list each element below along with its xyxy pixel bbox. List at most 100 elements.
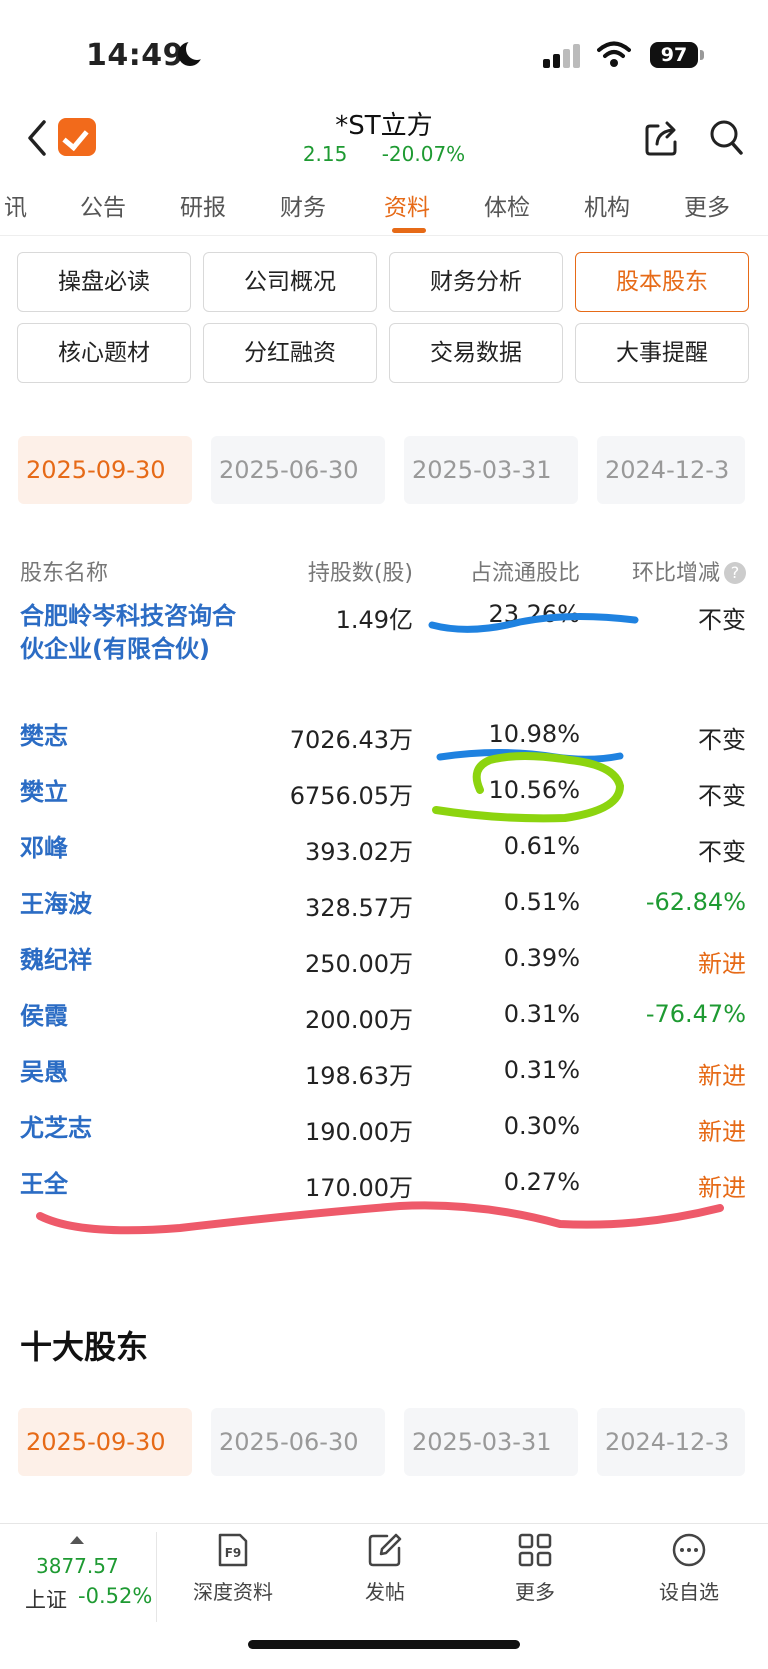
button-dividends-financing[interactable]: 分红融资 [203, 323, 377, 383]
moon-icon [178, 38, 208, 66]
ratio-value: 0.31% [503, 1000, 580, 1028]
tab-more[interactable]: 更多 [684, 195, 730, 221]
search-icon[interactable] [708, 118, 744, 156]
button-company-overview[interactable]: 公司概况 [203, 252, 377, 312]
shares-value: 393.02万 [305, 838, 413, 866]
shareholder-name[interactable]: 王全 [20, 1170, 68, 1198]
nav-post[interactable]: 发帖 [330, 1532, 440, 1605]
cellular-signal-icon [543, 44, 583, 68]
nav-label: 深度资料 [193, 1580, 273, 1604]
table-row[interactable]: 尤芝志 190.00万 0.30% 新进 [0, 1112, 768, 1168]
change-value: 新进 [698, 950, 746, 978]
table-row[interactable]: 王全 170.00万 0.27% 新进 [0, 1168, 768, 1224]
stock-change: -20.07% [381, 142, 466, 166]
battery-indicator: 97 [650, 42, 704, 68]
date-chip[interactable]: 2025-06-30 [211, 1408, 385, 1476]
shareholder-name[interactable]: 吴愚 [20, 1058, 68, 1086]
shares-value: 170.00万 [305, 1174, 413, 1202]
change-value: 新进 [698, 1118, 746, 1146]
help-icon[interactable]: ? [724, 562, 746, 584]
header-change-wrap: 环比增减? [632, 555, 746, 587]
shareholder-name[interactable]: 樊志 [20, 722, 68, 750]
header-ratio: 占流通股比 [469, 561, 580, 586]
button-major-events[interactable]: 大事提醒 [575, 323, 749, 383]
stock-price: 2.15 [302, 142, 348, 166]
ratio-value: 0.61% [503, 832, 580, 860]
shareholder-name[interactable]: 王海波 [20, 890, 92, 918]
share-icon[interactable] [644, 118, 680, 156]
change-value: -62.84% [645, 888, 746, 916]
header-shares: 持股数(股) [307, 561, 413, 586]
tab-active-underline [392, 228, 426, 233]
nav-label: 更多 [515, 1580, 555, 1604]
ratio-value: 0.31% [503, 1056, 580, 1084]
button-shareholders[interactable]: 股本股东 [575, 252, 749, 312]
header-change: 环比增减 [631, 561, 720, 586]
home-indicator[interactable] [248, 1640, 520, 1649]
ratio-value: 0.30% [503, 1112, 580, 1140]
shares-value: 7026.43万 [289, 726, 413, 754]
date-chip[interactable]: 2025-03-31 [404, 1408, 578, 1476]
section-title: 十大股东 [20, 1328, 149, 1366]
f9-icon: F9 [218, 1533, 248, 1567]
button-core-themes[interactable]: 核心题材 [17, 323, 191, 383]
tab-finance[interactable]: 财务 [280, 195, 326, 221]
shares-value: 328.57万 [305, 894, 413, 922]
table-row[interactable]: 魏纪祥 250.00万 0.39% 新进 [0, 944, 768, 1000]
button-trading-data[interactable]: 交易数据 [389, 323, 563, 383]
shareholder-name[interactable]: 侯霞 [20, 1002, 68, 1030]
button-financial-analysis[interactable]: 财务分析 [389, 252, 563, 312]
date-chip[interactable]: 2025-03-31 [404, 436, 578, 504]
nav-more[interactable]: 更多 [480, 1532, 590, 1605]
index-name[interactable]: 上证 [25, 1588, 67, 1612]
date-chip[interactable]: 2025-06-30 [211, 436, 385, 504]
caret-up-icon [70, 1536, 84, 1544]
date-chip[interactable]: 2025-09-30 [18, 436, 192, 504]
index-change[interactable]: -0.52% [78, 1584, 153, 1608]
nav-deep-data[interactable]: F9 深度资料 [178, 1532, 288, 1605]
ratio-value: 23.26% [488, 600, 580, 628]
table-row[interactable]: 王海波 328.57万 0.51% -62.84% [0, 888, 768, 944]
tab-checkup[interactable]: 体检 [484, 195, 530, 221]
table-row[interactable]: 侯霞 200.00万 0.31% -76.47% [0, 1000, 768, 1056]
table-row[interactable]: 樊立 6756.05万 10.56% 不变 [0, 776, 768, 832]
change-value: 不变 [698, 726, 746, 754]
edit-icon [368, 1533, 402, 1567]
tab-announcements[interactable]: 公告 [80, 195, 126, 221]
change-value: 不变 [698, 782, 746, 810]
shareholder-name[interactable]: 邓峰 [20, 834, 68, 862]
shares-value: 250.00万 [305, 950, 413, 978]
shareholder-name[interactable]: 魏纪祥 [20, 946, 92, 974]
change-value: 不变 [698, 838, 746, 866]
app-logo-icon[interactable] [58, 118, 96, 156]
index-value[interactable]: 3877.57 [36, 1554, 119, 1578]
shares-value: 190.00万 [305, 1118, 413, 1146]
change-value: 新进 [698, 1174, 746, 1202]
status-bar: 14:49 97 [0, 0, 768, 100]
date-chip[interactable]: 2024-12-3 [597, 436, 745, 504]
clock: 14:49 [86, 38, 184, 73]
shareholder-name[interactable]: 尤芝志 [20, 1114, 92, 1142]
tab-profile[interactable]: 资料 [384, 195, 430, 221]
shareholder-name[interactable]: 樊立 [20, 778, 68, 806]
tab-institutions[interactable]: 机构 [584, 195, 630, 221]
tab-research[interactable]: 研报 [180, 195, 226, 221]
table-row[interactable]: 吴愚 198.63万 0.31% 新进 [0, 1056, 768, 1112]
header-name: 股东名称 [20, 561, 109, 586]
back-arrow-icon[interactable] [22, 118, 52, 158]
shareholder-name[interactable]: 合肥岭岑科技咨询合伙企业(有限合伙) [20, 602, 236, 663]
shares-value: 1.49亿 [335, 606, 413, 634]
divider [156, 1532, 157, 1622]
shares-value: 200.00万 [305, 1006, 413, 1034]
stock-quote: 2.15 -20.07% [0, 142, 768, 166]
change-value: 不变 [698, 606, 746, 634]
button-trading-guide[interactable]: 操盘必读 [17, 252, 191, 312]
date-chip[interactable]: 2025-09-30 [18, 1408, 192, 1476]
table-row[interactable]: 樊志 7026.43万 10.98% 不变 [0, 720, 768, 776]
table-row[interactable]: 合肥岭岑科技咨询合伙企业(有限合伙) 1.49亿 23.26% 不变 [0, 600, 768, 704]
date-chip[interactable]: 2024-12-3 [597, 1408, 745, 1476]
table-row[interactable]: 邓峰 393.02万 0.61% 不变 [0, 832, 768, 888]
nav-label: 发帖 [365, 1580, 405, 1604]
nav-add-watchlist[interactable]: 设自选 [634, 1532, 744, 1605]
tab-news[interactable]: 讯 [4, 195, 27, 221]
